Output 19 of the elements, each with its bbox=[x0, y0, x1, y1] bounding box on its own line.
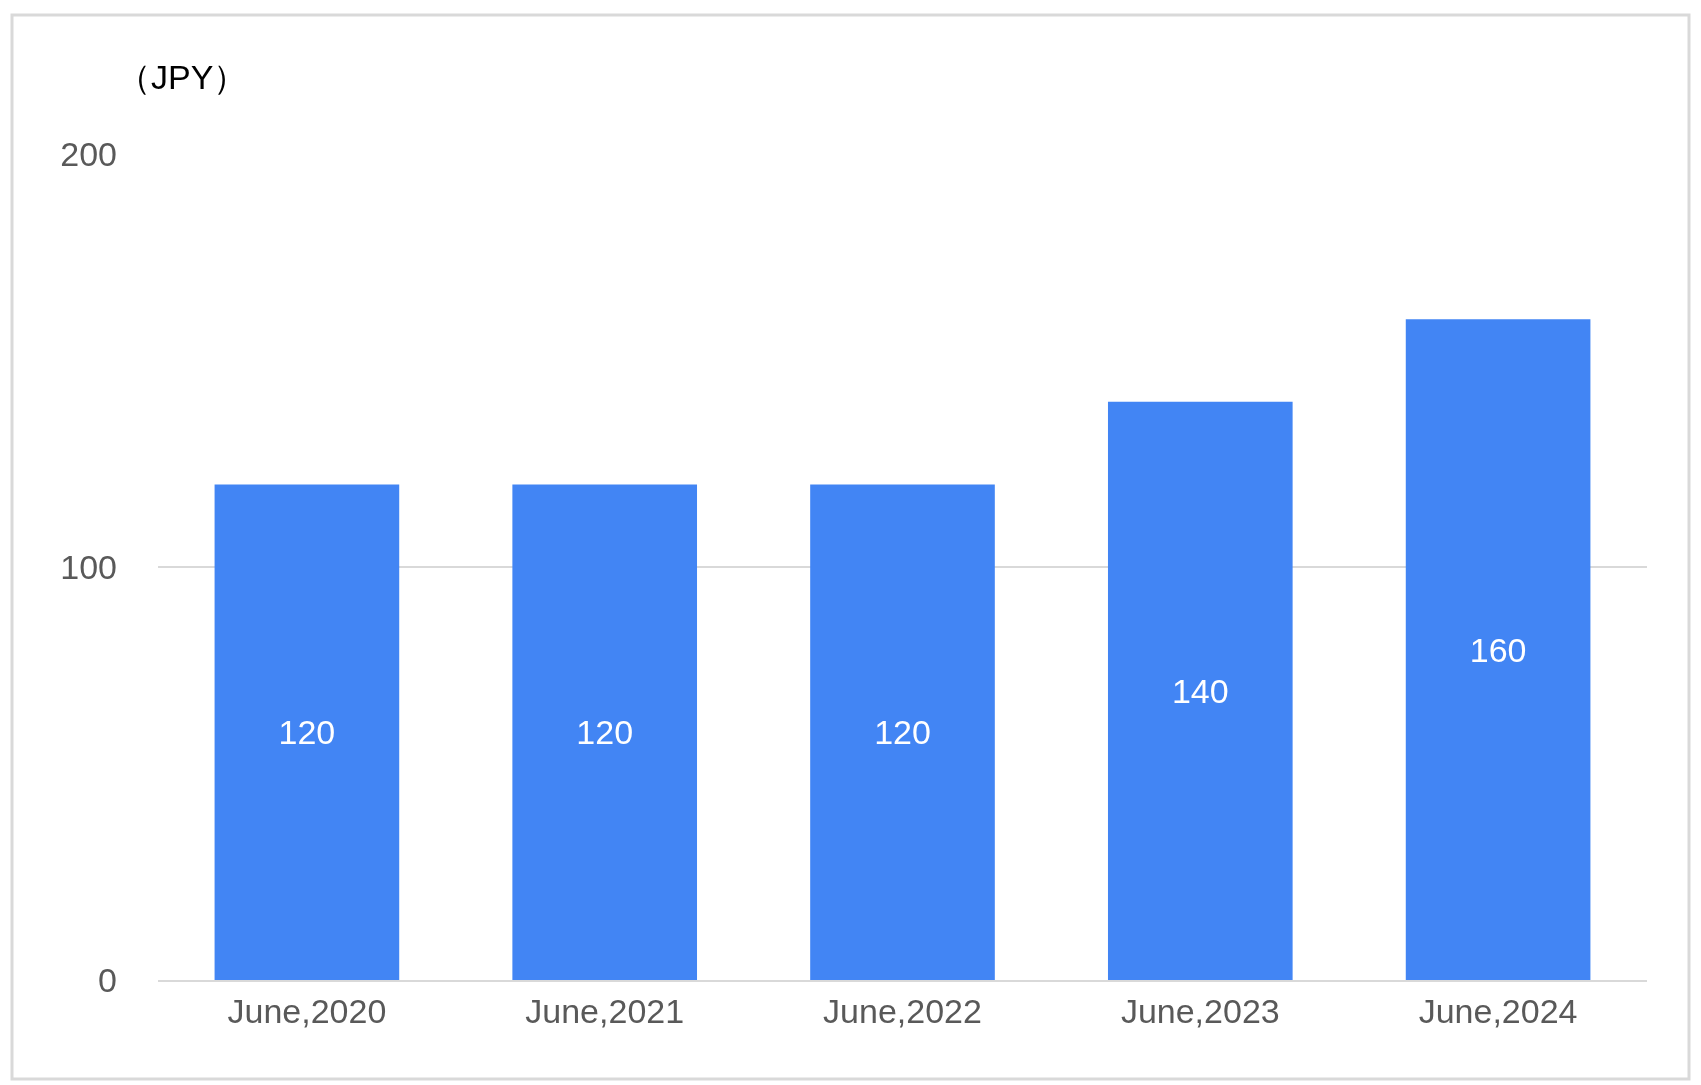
bar bbox=[214, 484, 400, 980]
x-tick-label: June,2022 bbox=[823, 991, 982, 1030]
data-label: 120 bbox=[874, 713, 931, 752]
y-tick-label: 0 bbox=[98, 960, 117, 999]
data-label: 120 bbox=[576, 713, 634, 752]
data-label: 160 bbox=[1469, 630, 1527, 669]
bar bbox=[810, 484, 995, 980]
data-label: 140 bbox=[1171, 671, 1229, 710]
y-axis-title: （JPY） bbox=[117, 58, 248, 96]
bar bbox=[1107, 401, 1293, 980]
y-tick-label: 100 bbox=[60, 547, 117, 586]
x-tick-label: June,2021 bbox=[525, 991, 685, 1030]
bar bbox=[512, 484, 698, 980]
x-tick-label: June,2024 bbox=[1418, 991, 1578, 1030]
x-tick-label: June,2023 bbox=[1120, 991, 1280, 1030]
y-tick-label: 200 bbox=[60, 134, 117, 173]
data-label: 120 bbox=[278, 713, 336, 752]
x-tick-label: June,2020 bbox=[227, 991, 387, 1030]
bar bbox=[1405, 319, 1591, 980]
